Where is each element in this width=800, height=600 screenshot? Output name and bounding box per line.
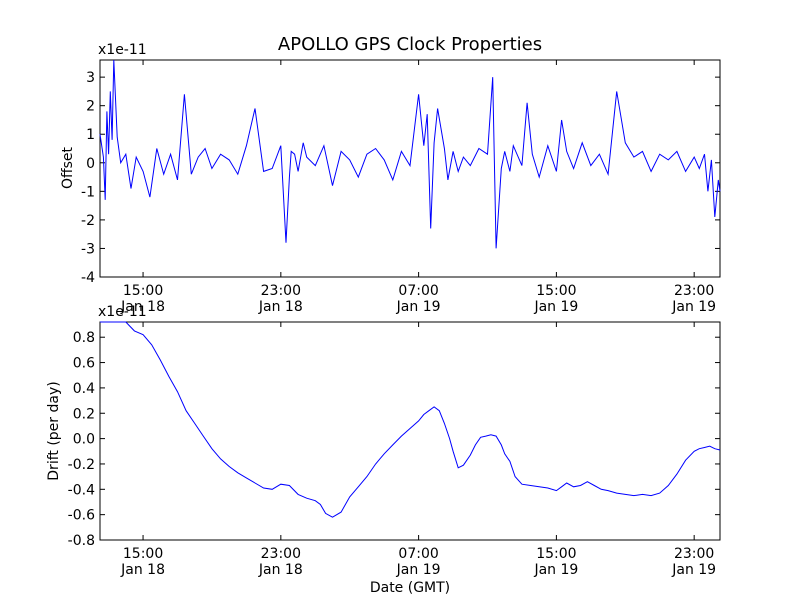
drift-x-tick-time: 23:00 [674,546,714,562]
drift-x-tick-date: Jan 19 [671,562,716,578]
drift-y-ticks: -0.8 -0.6 -0.4 -0.2 0.0 0.2 0.4 0.6 0.8 [68,330,720,549]
offset-x-tick-time: 15:00 [123,283,163,299]
offset-y-tick-label: -1 [81,184,95,200]
drift-y-tick-label: -0.2 [68,457,95,473]
drift-y-tick-label: 0.4 [73,381,95,397]
offset-y-tick-label: 2 [86,99,95,115]
figure-title: APOLLO GPS Clock Properties [278,34,542,55]
offset-x-tick-time: 07:00 [398,283,438,299]
offset-y-label: Offset [60,146,76,189]
drift-y-tick-label: 0.6 [73,356,95,372]
drift-y-tick-label: 0.0 [73,432,95,448]
offset-x-tick-time: 23:00 [261,283,301,299]
offset-x-tick-date: Jan 19 [671,299,716,315]
drift-panel: x1e-11 Drift (per day) -0.8 -0.6 -0.4 -0.2 0… [46,304,721,578]
x-axis-label: Date (GMT) [370,580,450,596]
drift-y-tick-label: -0.8 [68,533,95,549]
offset-x-tick-date: Jan 18 [120,299,165,315]
offset-plot-frame [99,59,721,278]
drift-y-tick-label: 0.2 [73,406,95,422]
drift-x-tick-time: 15:00 [123,546,163,562]
drift-x-tick-time: 07:00 [398,546,438,562]
drift-x-tick-date: Jan 19 [533,562,578,578]
offset-y-tick-label: -4 [81,270,95,286]
offset-y-tick-label: -2 [81,213,95,229]
drift-x-tick-date: Jan 18 [120,562,165,578]
offset-y-tick-label: 0 [86,156,95,172]
drift-x-tick-time: 23:00 [261,546,301,562]
offset-series-line [99,59,721,249]
offset-x-tick-date: Jan 19 [533,299,578,315]
drift-scale-note: x1e-11 [98,304,147,320]
offset-y-tick-label: 1 [86,127,95,143]
offset-y-tick-label: 3 [86,70,95,86]
drift-y-tick-label: -0.6 [68,508,95,524]
drift-y-tick-label: -0.4 [68,482,95,498]
offset-x-tick-time: 23:00 [674,283,714,299]
drift-y-tick-label: 0.8 [73,330,95,346]
drift-y-label: Drift (per day) [46,381,62,480]
offset-y-tick-label: -3 [81,241,95,257]
offset-x-tick-date: Jan 18 [258,299,303,315]
offset-x-tick-date: Jan 19 [396,299,441,315]
offset-x-tick-time: 15:00 [536,283,576,299]
drift-x-tick-time: 15:00 [536,546,576,562]
drift-x-tick-date: Jan 19 [396,562,441,578]
offset-scale-note: x1e-11 [98,42,147,58]
drift-series-line [100,321,721,518]
drift-plot-frame [99,321,721,541]
drift-x-tick-date: Jan 18 [258,562,303,578]
